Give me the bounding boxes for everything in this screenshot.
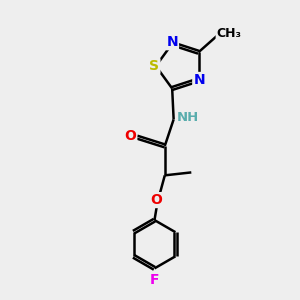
Text: F: F <box>150 273 159 286</box>
Text: CH₃: CH₃ <box>217 27 242 40</box>
Text: S: S <box>149 59 159 73</box>
Text: O: O <box>150 193 162 207</box>
Text: NH: NH <box>177 111 199 124</box>
Text: N: N <box>193 73 205 87</box>
Text: O: O <box>124 130 136 143</box>
Text: N: N <box>167 35 178 49</box>
